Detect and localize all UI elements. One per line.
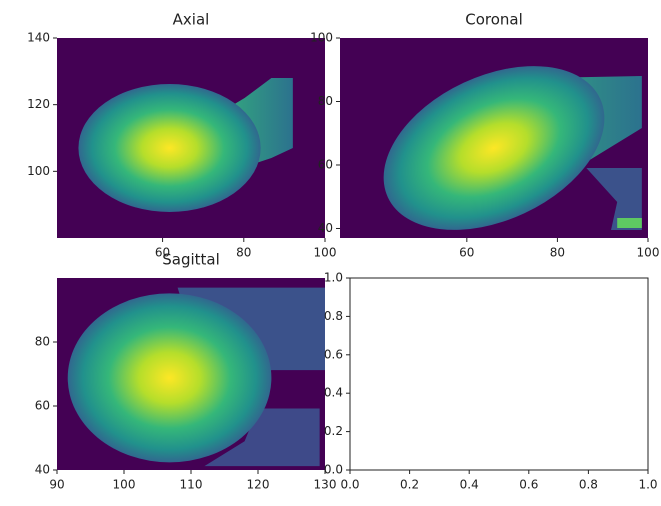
- y-tick-label: 0.2: [324, 424, 343, 438]
- x-tick-label: 110: [180, 478, 203, 492]
- y-tick-label: 120: [27, 97, 50, 111]
- x-tick-label: 0.8: [579, 478, 598, 492]
- y-tick-label: 0.8: [324, 309, 343, 323]
- image-region: [204, 408, 320, 467]
- y-tick-label: 0.4: [324, 386, 343, 400]
- image-region: [617, 218, 642, 228]
- y-tick-label: 60: [35, 399, 50, 413]
- y-tick-label: 100: [27, 164, 50, 178]
- image-region: [383, 66, 605, 230]
- y-tick-label: 40: [318, 221, 333, 235]
- x-tick-label: 80: [236, 246, 251, 260]
- panel-title: Sagittal: [162, 251, 220, 269]
- axes-frame: [349, 277, 649, 471]
- x-tick-label: 0.4: [460, 478, 479, 492]
- x-tick-label: 80: [550, 246, 565, 260]
- image-region: [78, 84, 261, 212]
- y-tick-label: 80: [318, 94, 333, 108]
- x-tick-label: 130: [314, 478, 337, 492]
- x-tick-label: 0.6: [519, 478, 538, 492]
- x-tick-label: 100: [314, 246, 337, 260]
- image-region: [67, 293, 272, 463]
- x-tick-label: 90: [49, 478, 64, 492]
- panel-title: Axial: [173, 11, 210, 29]
- x-tick-label: 1.0: [638, 478, 657, 492]
- y-tick-label: 100: [310, 31, 333, 45]
- x-tick-label: 60: [155, 246, 170, 260]
- y-tick-label: 1.0: [324, 271, 343, 285]
- x-tick-label: 100: [113, 478, 136, 492]
- x-tick-label: 100: [637, 246, 660, 260]
- image-region: [586, 168, 642, 230]
- x-tick-label: 120: [247, 478, 270, 492]
- y-tick-label: 140: [27, 31, 50, 45]
- panel-title: Coronal: [465, 11, 523, 29]
- y-tick-label: 0.0: [324, 463, 343, 477]
- x-tick-label: 0.2: [400, 478, 419, 492]
- y-tick-label: 0.6: [324, 347, 343, 361]
- y-tick-label: 60: [318, 157, 333, 171]
- x-tick-label: 0.0: [340, 478, 359, 492]
- y-tick-label: 40: [35, 463, 50, 477]
- y-tick-label: 80: [35, 335, 50, 349]
- x-tick-label: 60: [459, 246, 474, 260]
